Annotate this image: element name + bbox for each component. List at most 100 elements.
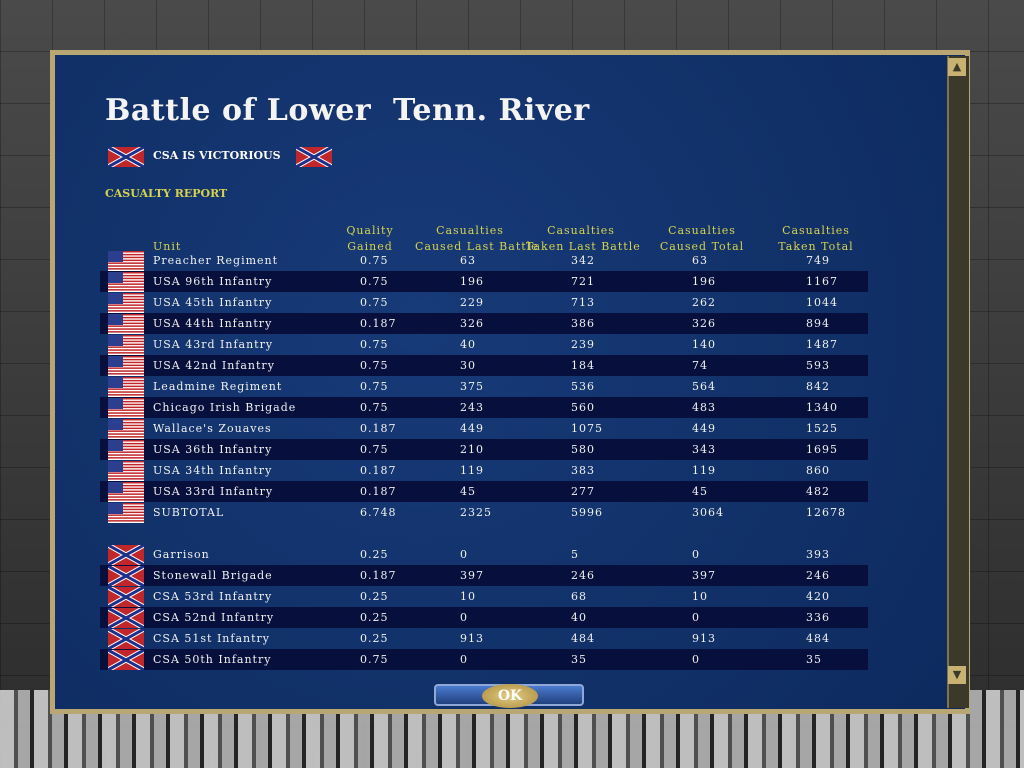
table-cell: 1075 [571,422,603,435]
table-cell: 593 [806,359,830,372]
table-cell: 749 [806,254,830,267]
scrollbar[interactable] [947,56,969,708]
flag [108,409,144,411]
flag [108,398,144,400]
flag [108,451,144,453]
table-cell: 0.75 [360,401,389,414]
table-cell: 0 [460,548,468,561]
flag [108,629,144,649]
flag [108,295,144,298]
flag [108,377,123,388]
table-cell: 842 [806,380,830,393]
flag [108,475,144,477]
flag [108,356,144,358]
flag [108,272,144,274]
column-header: Quality [346,224,394,237]
table-cell: 713 [571,296,595,309]
column-header: Gained [347,240,393,253]
scroll-down[interactable]: ▼ [948,666,966,684]
flag [108,427,144,430]
flag [108,274,144,277]
table-cell: 564 [692,380,716,393]
table-cell: 913 [692,632,716,645]
flag [108,356,123,367]
table-cell: USA 34th Infantry [153,464,273,477]
flag [108,364,144,367]
flag [108,251,123,262]
table-cell: 5 [571,548,579,561]
table-cell: 63 [692,254,708,267]
table-cell: 484 [806,632,830,645]
table-cell: 229 [460,296,484,309]
flag [108,367,144,369]
table-cell: 580 [571,443,595,456]
table-cell: 484 [571,632,595,645]
flag [108,289,144,291]
table-cell: 326 [692,317,716,330]
flag [108,307,144,309]
table-cell: 262 [692,296,716,309]
flag [108,385,144,388]
table-cell: 0.187 [360,485,397,498]
table-cell: 1525 [806,422,838,435]
table-cell: 449 [692,422,716,435]
column-header: Taken Last Battle [526,240,641,253]
flag [108,280,144,283]
flag [108,343,144,346]
table-cell: 30 [460,359,476,372]
table-cell: 35 [806,653,822,666]
table-cell: 0 [692,548,700,561]
ok-button[interactable]: OK [482,684,538,708]
row-band [100,271,868,292]
flag [108,503,144,523]
flag [108,463,144,466]
table-cell: 536 [571,380,595,393]
table-cell: USA 45th Infantry [153,296,273,309]
table-cell: SUBTOTAL [153,506,225,519]
result: CSA IS VICTORIOUS [153,149,281,162]
flag [108,587,144,607]
flag [108,514,144,516]
table-cell: 210 [460,443,484,456]
flag [108,322,144,325]
flag [108,496,144,498]
flag [108,335,144,355]
table-cell: 1044 [806,296,838,309]
scroll-up[interactable]: ▲ [948,58,966,76]
table-cell: 0.75 [360,296,389,309]
row-band [100,439,868,460]
table-cell: 119 [460,464,484,477]
table-cell: 1487 [806,338,838,351]
column-header: Caused Total [659,240,745,253]
table-cell: 196 [692,275,716,288]
flag [108,419,144,439]
flag [108,335,123,346]
flag [108,262,144,264]
table-cell: Garrison [153,548,210,561]
table-cell: 0.75 [360,338,389,351]
table-cell: CSA 51st Infantry [153,632,270,645]
flag [108,445,144,448]
table-cell: 860 [806,464,830,477]
flag [108,293,144,313]
flag [108,319,144,322]
flag [108,650,144,670]
table-cell: 45 [692,485,708,498]
flag [108,379,144,382]
table-cell: 0.25 [360,548,389,561]
table-cell: 40 [460,338,476,351]
flag [108,484,144,487]
column-header: Casualties [782,224,850,237]
table-cell: 913 [460,632,484,645]
flag [108,424,144,427]
flag [108,587,144,607]
flag [108,361,144,364]
flag [108,377,144,379]
flag [108,566,144,586]
flag [108,398,144,418]
table-cell: 140 [692,338,716,351]
flag [108,314,144,316]
flag [108,608,144,628]
title: Battle of Lower Tenn. River [105,93,590,128]
